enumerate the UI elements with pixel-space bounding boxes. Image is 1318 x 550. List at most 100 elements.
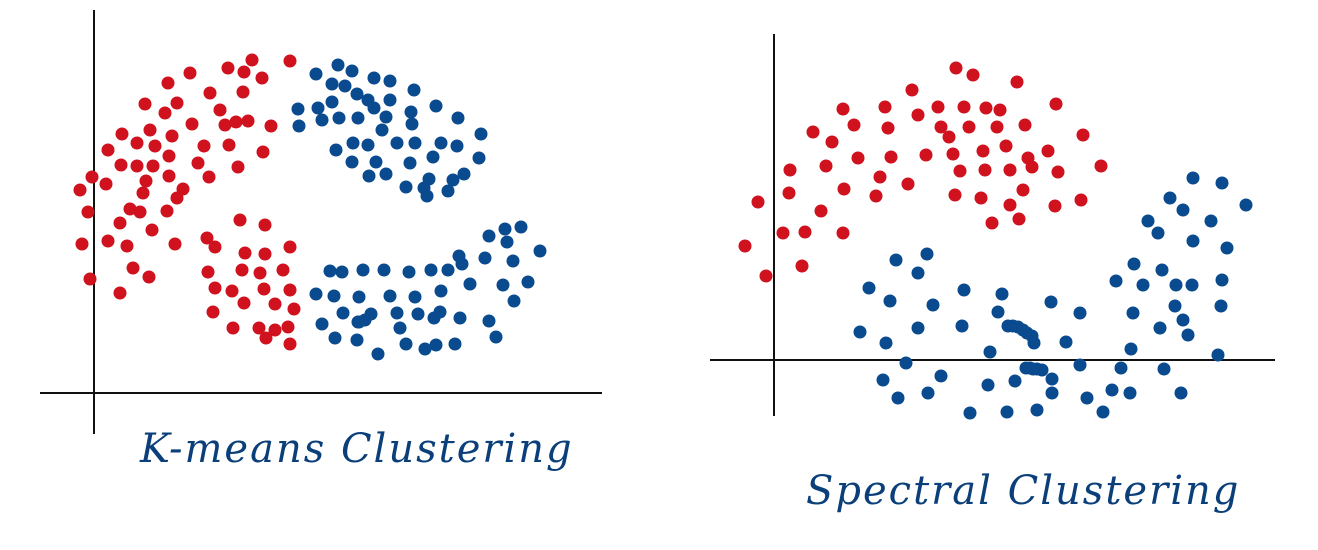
kmeans-red-point [165,129,179,143]
kmeans-blue-point [328,331,342,345]
kmeans-red-point [126,261,140,275]
kmeans-red-point [259,331,273,345]
kmeans-blue-point [375,123,389,137]
spectral-blue-point [1073,306,1087,320]
kmeans-blue-point [426,150,440,164]
spectral-red-point [978,163,992,177]
kmeans-red-point [213,103,227,117]
kmeans-red-point [120,239,134,253]
spectral-red-point [966,68,980,82]
kmeans-red-point [162,169,176,183]
kmeans-red-point [113,286,127,300]
kmeans-red-point [231,160,245,174]
kmeans-red-point [283,283,297,297]
kmeans-red-point [143,123,157,137]
kmeans-blue-point [429,99,443,113]
spectral-blue-point [1008,374,1022,388]
kmeans-blue-point [346,136,360,150]
spectral-caption: Spectral Clustering [806,468,1240,514]
spectral-red-point [847,118,861,132]
kmeans-blue-point [350,333,364,347]
spectral-red-point [869,189,883,203]
kmeans-blue-point [379,110,393,124]
kmeans-blue-point [309,287,323,301]
spectral-red-point [851,151,865,165]
spectral-red-point [957,100,971,114]
kmeans-blue-point [292,119,306,133]
kmeans-blue-point [345,64,359,78]
spectral-blue-point [1114,361,1128,375]
kmeans-red-point [225,284,239,298]
spectral-red-point [911,108,925,122]
spectral-red-point [738,239,752,253]
spectral-blue-point [1204,214,1218,228]
spectral-red-point [1018,118,1032,132]
kmeans-blue-point [379,167,393,181]
spectral-red-point [942,130,956,144]
kmeans-blue-point [500,235,514,249]
spectral-blue-point [1127,257,1141,271]
spectral-red-point [974,191,988,205]
kmeans-blue-point [358,313,372,327]
kmeans-red-point [99,177,113,191]
spectral-red-point [976,144,990,158]
kmeans-blue-point [356,263,370,277]
spectral-blue-point [1185,278,1199,292]
kmeans-red-point [203,86,217,100]
kmeans-red-point [170,191,184,205]
kmeans-blue-point [418,342,432,356]
kmeans-blue-point [369,155,383,169]
spectral-blue-point [926,298,940,312]
spectral-blue-point [1000,405,1014,419]
spectral-blue-point [1151,226,1165,240]
kmeans-blue-point [489,330,503,344]
spectral-red-point [1049,97,1063,111]
spectral-blue-point [1153,321,1167,335]
spectral-blue-point [1105,383,1119,397]
spectral-red-point [836,226,850,240]
kmeans-blue-point [411,307,425,321]
kmeans-blue-point [496,278,510,292]
kmeans-red-point [283,240,297,254]
kmeans-red-point [257,282,271,296]
kmeans-blue-point [424,263,438,277]
kmeans-blue-point [408,136,422,150]
kmeans-red-point [236,85,250,99]
spectral-blue-point [1035,363,1049,377]
kmeans-blue-point [463,277,477,291]
kmeans-blue-point [429,338,443,352]
kmeans-blue-point [352,290,366,304]
kmeans-red-point [268,297,282,311]
kmeans-blue-point [448,337,462,351]
spectral-blue-point [891,391,905,405]
kmeans-red-point [252,321,266,335]
kmeans-red-point [276,263,290,277]
kmeans-red-point [264,119,278,133]
spectral-blue-point [1211,348,1225,362]
kmeans-red-point [81,205,95,219]
kmeans-red-point [146,159,160,173]
kmeans-red-point [241,114,255,128]
spectral-red-point [931,100,945,114]
kmeans-red-point [258,218,272,232]
spectral-blue-point [1044,295,1058,309]
kmeans-blue-point [451,111,465,125]
kmeans-red-point [168,237,182,251]
spectral-red-point [1076,128,1090,142]
kmeans-red-point [221,61,235,75]
kmeans-red-point [170,96,184,110]
kmeans-blue-point [393,321,407,335]
spectral-blue-point [921,386,935,400]
kmeans-blue-point [345,155,359,169]
kmeans-blue-point [315,317,329,331]
kmeans-red-point [85,170,99,184]
spectral-blue-point [883,294,897,308]
kmeans-blue-point [472,151,486,165]
spectral-blue-point [1186,234,1200,248]
kmeans-blue-point [335,265,349,279]
spectral-red-point [1003,163,1017,177]
kmeans-blue-point [367,71,381,85]
kmeans-blue-point [315,113,329,127]
kmeans-blue-point [327,289,341,303]
spectral-red-point [814,204,828,218]
